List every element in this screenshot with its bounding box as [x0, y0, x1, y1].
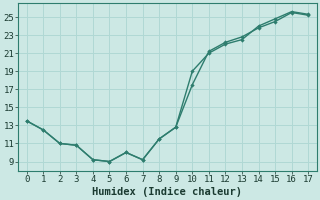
X-axis label: Humidex (Indice chaleur): Humidex (Indice chaleur): [92, 186, 243, 197]
